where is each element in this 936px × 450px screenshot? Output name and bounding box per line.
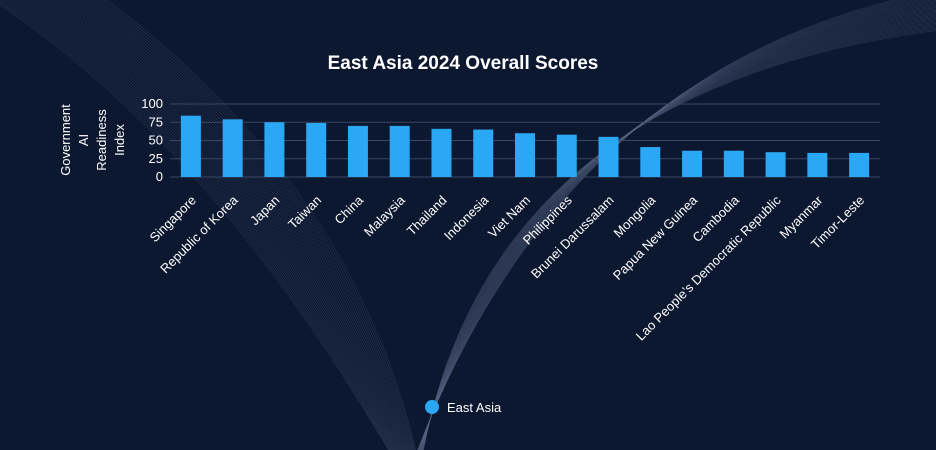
decor-line-left	[50, 0, 403, 450]
bar-timor-leste[interactable]	[849, 152, 870, 177]
decor-line-left	[92, 0, 413, 450]
bar-myanmar[interactable]	[807, 152, 828, 177]
bar-republic-of-korea[interactable]	[222, 119, 243, 177]
decor-line-left	[64, 0, 406, 450]
decor-line-right	[421, 16, 936, 450]
decor-line-right	[422, 21, 936, 450]
bar-papua-new-guinea[interactable]	[682, 150, 703, 177]
decor-line-left	[15, 0, 395, 450]
decor-line-right	[421, 19, 936, 450]
decor-line-left	[36, 0, 400, 450]
decor-line-right	[422, 24, 936, 450]
decor-line-left	[99, 0, 415, 450]
y-axis-label: Government AI Readiness Index	[58, 104, 127, 176]
y-tick-label: 100	[141, 96, 163, 111]
x-tick-label: Brunei Darussalam	[528, 193, 617, 282]
y-axis-label-line-3: Readiness	[94, 109, 109, 171]
legend-swatch-east-asia	[425, 400, 439, 414]
decor-line-right	[423, 29, 936, 450]
decor-line-left	[29, 0, 398, 450]
y-tick-label: 25	[149, 151, 163, 166]
decor-line-left	[53, 0, 404, 450]
decor-line-left	[22, 0, 396, 450]
bar-malaysia[interactable]	[389, 125, 410, 177]
bar-mongolia[interactable]	[640, 147, 661, 177]
decor-line-left	[88, 0, 412, 450]
decor-line-left	[71, 0, 408, 450]
y-tick-label: 75	[149, 114, 163, 129]
decor-line-left	[5, 0, 392, 450]
decor-line-left	[81, 0, 410, 450]
decor-line-right	[423, 30, 936, 450]
bar-viet-nam[interactable]	[515, 133, 535, 177]
decor-line-right	[422, 25, 936, 450]
decor-line-left	[106, 0, 416, 450]
decor-line-left	[19, 0, 396, 450]
decor-line-left	[60, 0, 405, 450]
bar-singapore[interactable]	[180, 115, 201, 177]
decor-line-left	[85, 0, 411, 450]
decor-line-left	[40, 0, 400, 450]
x-tick-label: Republic of Korea	[157, 192, 241, 276]
bar-philippines[interactable]	[556, 134, 577, 177]
bar-japan[interactable]	[264, 122, 285, 177]
decor-line-right	[420, 10, 936, 450]
y-tick-label: 0	[156, 169, 163, 184]
decor-line-right	[420, 13, 936, 450]
decor-line-right	[421, 18, 936, 450]
legend-label-east-asia: East Asia	[447, 400, 502, 415]
x-tick-label: China	[331, 192, 366, 227]
bar-indonesia[interactable]	[473, 129, 494, 177]
y-axis-ticks: 0 25 50 75 100	[141, 96, 163, 184]
decor-line-left	[33, 0, 399, 450]
y-axis-label-line-1: Government	[58, 104, 73, 176]
decor-line-left	[26, 0, 397, 450]
decor-line-left	[103, 0, 415, 450]
decor-line-left	[67, 0, 407, 450]
decor-line-right	[422, 26, 936, 450]
y-tick-label: 50	[149, 133, 163, 148]
bar-thailand[interactable]	[431, 128, 452, 177]
decor-line-left	[43, 0, 401, 450]
grid-lines	[170, 103, 880, 178]
y-axis-label-line-2: AI	[76, 134, 91, 146]
decor-line-left	[78, 0, 410, 450]
decor-line-left	[96, 0, 414, 450]
bar-brunei-darussalam[interactable]	[598, 136, 619, 177]
bar-lao-people-s-democratic-republic[interactable]	[765, 152, 786, 177]
bar-taiwan[interactable]	[306, 122, 327, 177]
y-axis-label-line-4: Index	[112, 124, 127, 156]
decor-line-right	[421, 15, 936, 450]
bar-china[interactable]	[347, 125, 368, 177]
x-tick-label: Malaysia	[361, 192, 408, 239]
decor-line-left	[57, 0, 405, 450]
decor-line-right	[422, 23, 936, 450]
decor-line-right	[420, 14, 936, 450]
decor-line-right	[422, 27, 936, 450]
bars	[180, 115, 870, 177]
bar-cambodia[interactable]	[723, 150, 744, 177]
decor-line-left	[47, 0, 402, 450]
decor-line-right	[421, 20, 936, 450]
x-tick-label: Indonesia	[441, 192, 492, 243]
decor-line-left	[74, 0, 409, 450]
decor-line-left	[12, 0, 394, 450]
chart-title: East Asia 2024 Overall Scores	[328, 53, 599, 74]
legend[interactable]: East Asia	[425, 400, 502, 415]
